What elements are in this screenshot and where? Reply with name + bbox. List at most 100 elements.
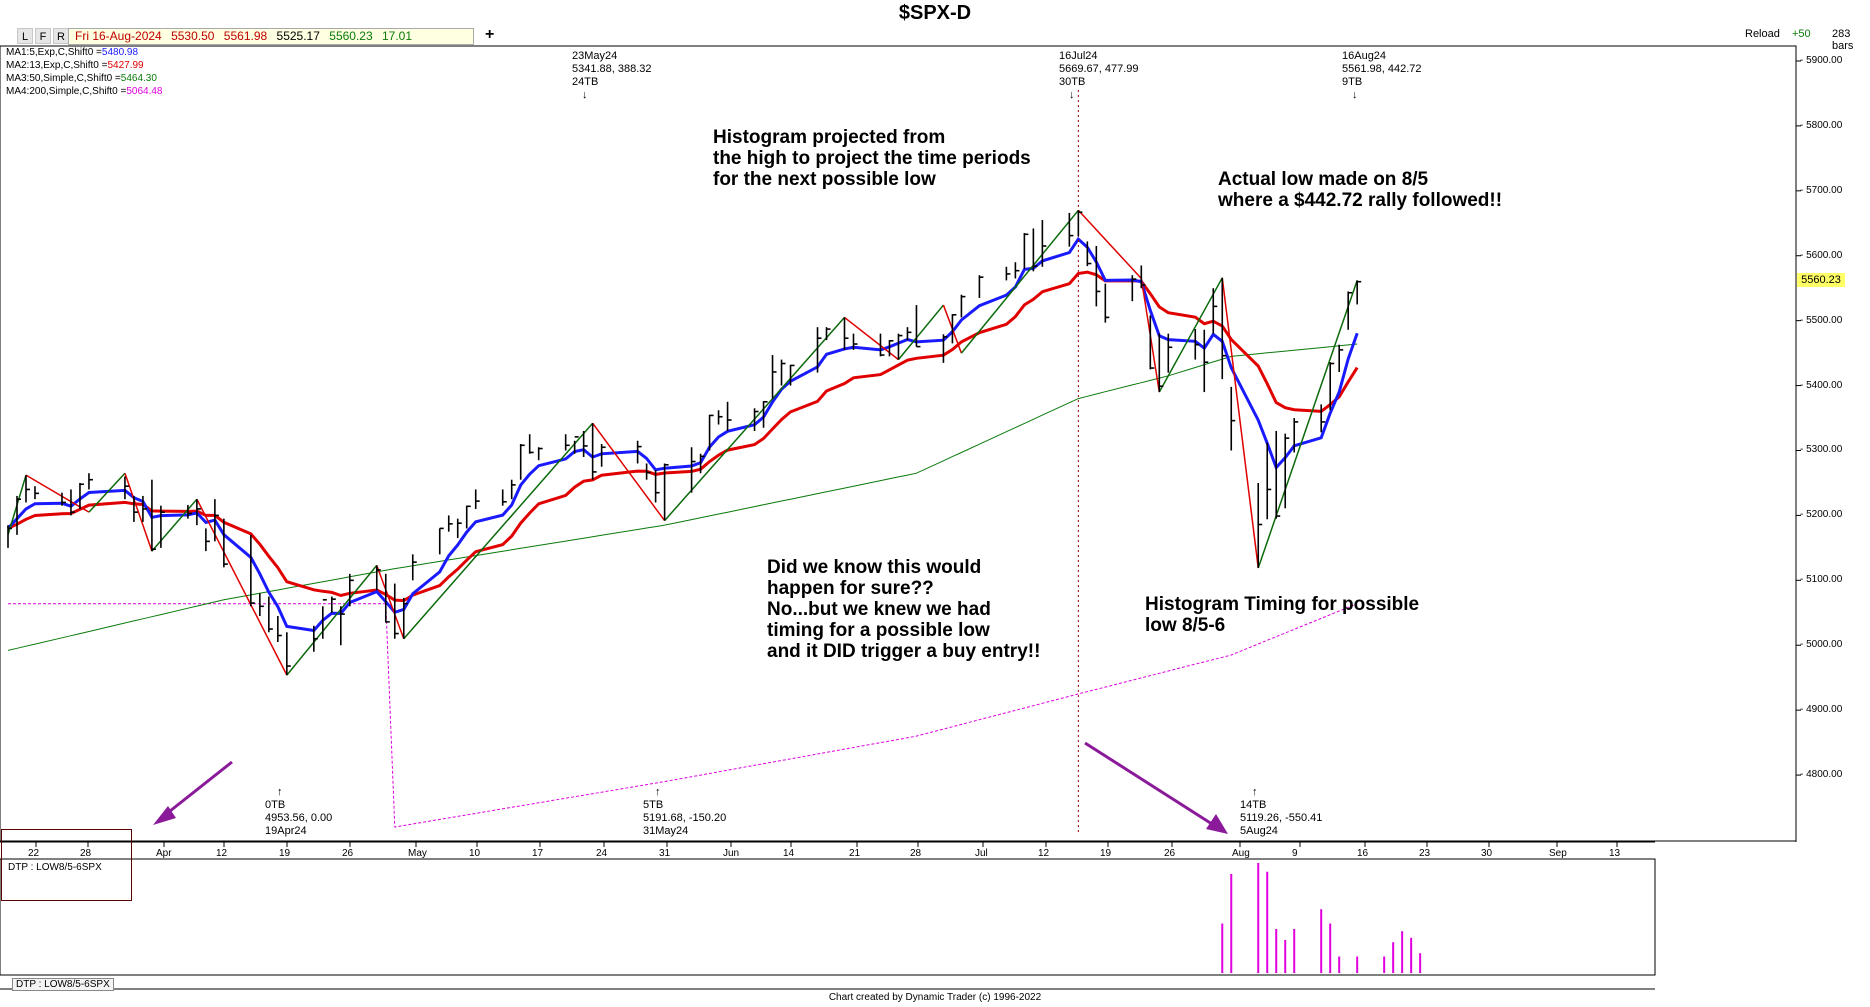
swing-bot3-arrow: ↑ [1252,786,1258,798]
swing-line [25,474,90,513]
arrow-left-head [153,806,176,825]
quote-date: Fri 16-Aug-2024 [75,29,162,43]
reload-delta: +50 [1792,28,1811,40]
x-tick-label: 19 [1100,848,1112,859]
x-tick-label: 9 [1292,848,1298,859]
x-tick-label: 12 [1038,848,1050,859]
reload-button[interactable]: Reload [1745,28,1780,40]
x-tick-label: Apr [156,848,172,859]
swing-top2-arrow: ↓ [1069,89,1075,101]
y-tick-label: - 5600.00 [1800,249,1843,261]
quote-change: 17.01 [382,29,413,43]
swing-label-bot2: ↑ 5TB 5191.68, -150.20 31May24 [643,786,726,838]
toolbar-button-f[interactable]: F [35,28,51,44]
toolbar-button-l[interactable]: L [17,28,33,44]
quote-readout: Fri 16-Aug-2024 5530.50 5561.98 5525.17 … [68,28,474,45]
x-tick-label: 26 [342,848,354,859]
x-tick-label: May [408,848,427,859]
legend-ma1-text: MA1:5,Exp,C,Shift0 = [6,47,102,58]
legend-ma1-value: 5480.98 [101,47,139,58]
x-tick-label: 12 [216,848,228,859]
y-tick-label: - 5700.00 [1800,184,1843,196]
ma3-line [7,343,1358,651]
swing-line [376,565,405,640]
swing-bot1-arrow: ↑ [277,786,283,798]
y-tick-label: - 5800.00 [1800,119,1843,131]
add-button[interactable]: + [485,26,495,43]
quote-low: 5525.17 [276,29,320,43]
swing-top1-values: 5341.88, 388.32 [572,63,652,75]
y-tick-label: - 5300.00 [1800,444,1843,456]
swing-line [592,422,666,522]
legend-ma4: MA4:200,Simple,C,Shift0 =5064.48 [6,86,163,97]
x-tick-label: Jul [975,848,988,859]
swing-label-top3: 16Aug24 5561.98, 442.72 9TB ↓ [1342,50,1422,102]
x-tick-label: 21 [849,848,861,859]
x-tick-label: 28 [80,848,92,859]
swing-top2-date: 16Jul24 [1059,50,1098,62]
arrow-left-shaft [164,760,233,817]
x-tick-label: 19 [279,848,291,859]
swing-bot2-arrow: ↑ [655,786,661,798]
footer-credit: Chart created by Dynamic Trader (c) 1996… [828,992,1042,1003]
swing-top2-values: 5669.67, 477.99 [1059,63,1139,75]
y-tick-label: - 5400.00 [1800,379,1843,391]
legend-ma1: MA1:5,Exp,C,Shift0 =5480.98 [6,47,138,58]
y-tick-label: - 5900.00 [1800,54,1843,66]
note-histogram-projection: Histogram projected from the high to pro… [713,127,1031,190]
swing-top3-arrow: ↓ [1352,89,1358,101]
quote-open: 5530.50 [171,29,215,43]
swing-top3-values: 5561.98, 442.72 [1342,63,1422,75]
swing-bot1-bars: 0TB [265,799,286,811]
x-tick-label: Aug [1232,848,1250,859]
x-tick-label: 28 [910,848,922,859]
swing-line [1257,280,1358,569]
arrow-right-head [1206,814,1228,834]
lower-panel-highlight-box [1,829,132,901]
x-tick-label: 24 [596,848,608,859]
swing-line [151,498,198,552]
legend-ma4-value: 5064.48 [126,86,163,97]
x-tick-label: 16 [1357,848,1369,859]
swing-line [960,209,1079,354]
swing-bot3-values: 5119.26, -550.41 [1240,812,1323,824]
x-tick-label: Sep [1549,848,1567,859]
swing-line [1158,277,1223,393]
swing-line [1221,277,1259,569]
swing-bot3-bars: 14TB [1240,799,1267,811]
note-actual-low: Actual low made on 8/5 where a $442.72 r… [1218,169,1503,211]
swing-top2-bars: 30TB [1059,76,1086,88]
x-tick-label: 23 [1419,848,1431,859]
x-tick-label: 31 [659,848,671,859]
legend-ma3: MA3:50,Simple,C,Shift0 =5464.30 [6,73,157,84]
quote-close: 5560.23 [329,29,373,43]
y-tick-label: - 5000.00 [1800,639,1843,651]
x-tick-label: Jun [723,848,740,859]
x-tick-label: 10 [469,848,481,859]
swing-line [844,316,899,361]
swing-label-bot1: ↑ 0TB 4953.56, 0.00 19Apr24 [265,786,332,838]
y-tick-label: - 4900.00 [1800,704,1843,716]
swing-label-top1: 23May24 5341.88, 388.32 24TB ↓ [572,50,652,102]
legend-ma3-value: 5464.30 [120,73,157,84]
chart-title: $SPX-D [898,2,972,24]
legend-ma3-text: MA3:50,Simple,C,Shift0 = [6,73,121,84]
lower-panel-frame [0,858,1656,976]
swing-top1-arrow: ↓ [582,89,588,101]
toolbar-button-r[interactable]: R [53,28,69,44]
x-tick-label: 22 [28,848,40,859]
swing-line [88,472,126,513]
swing-top1-date: 23May24 [572,50,618,62]
swing-bot1-date: 19Apr24 [265,825,307,837]
swing-top1-bars: 24TB [572,76,599,88]
last-price-tag: 5560.23 [1797,273,1845,287]
legend-ma2-text: MA2:13,Exp,C,Shift0 = [6,60,108,71]
x-tick-label: 13 [1609,848,1621,859]
note-histogram-timing: Histogram Timing for possible low 8/5-6 [1145,594,1420,636]
swing-label-top2: 16Jul24 5669.67, 477.99 30TB ↓ [1059,50,1139,102]
swing-line [286,564,378,676]
y-tick-label: - 5100.00 [1800,574,1843,586]
lower-panel-tab[interactable]: DTP : LOW8/5-6SPX [12,978,114,991]
